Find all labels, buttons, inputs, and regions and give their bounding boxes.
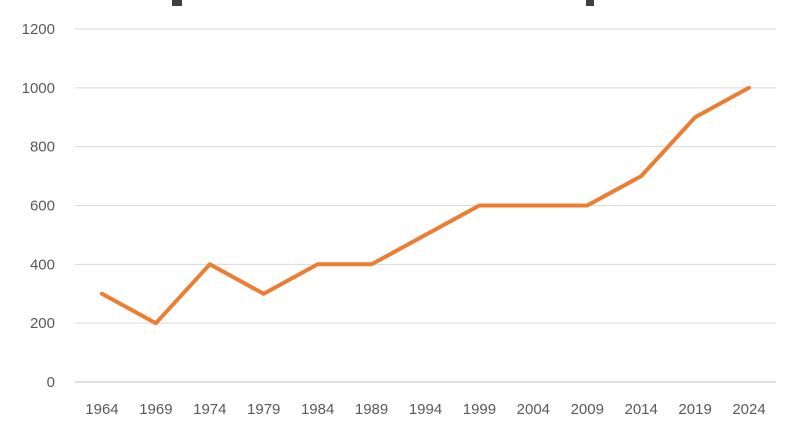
x-tick-label: 2009 [571, 401, 604, 418]
x-tick-label: 1994 [409, 401, 442, 418]
y-tick-label: 0 [47, 374, 55, 391]
x-tick-label: 1999 [463, 401, 496, 418]
x-tick-label: 1989 [355, 401, 388, 418]
y-tick-label: 1000 [22, 80, 55, 97]
x-tick-label: 2019 [678, 401, 711, 418]
y-tick-label: 1200 [22, 21, 55, 38]
title-fragment-right [586, 0, 594, 6]
title-fragment-left [172, 0, 182, 6]
x-axis-tick-labels: 1964 1969 1974 1979 1984 1989 1994 1999 2004 2009… [85, 401, 765, 418]
x-tick-label: 1984 [301, 401, 334, 418]
y-axis-tick-labels: 0 200 400 600 800 1000 1200 [22, 21, 55, 391]
x-tick-label: 2014 [625, 401, 658, 418]
gridlines [75, 28, 776, 383]
series-group [100, 85, 751, 326]
x-tick-label: 1979 [247, 401, 280, 418]
x-tick-label: 2024 [732, 401, 765, 418]
x-tick-label: 1964 [85, 401, 118, 418]
y-tick-label: 200 [30, 315, 55, 332]
x-tick-label: 1974 [193, 401, 226, 418]
x-tick-label: 2004 [517, 401, 550, 418]
y-tick-label: 600 [30, 198, 55, 215]
y-tick-label: 400 [30, 256, 55, 273]
y-tick-label: 800 [30, 139, 55, 156]
x-tick-label: 1969 [139, 401, 172, 418]
